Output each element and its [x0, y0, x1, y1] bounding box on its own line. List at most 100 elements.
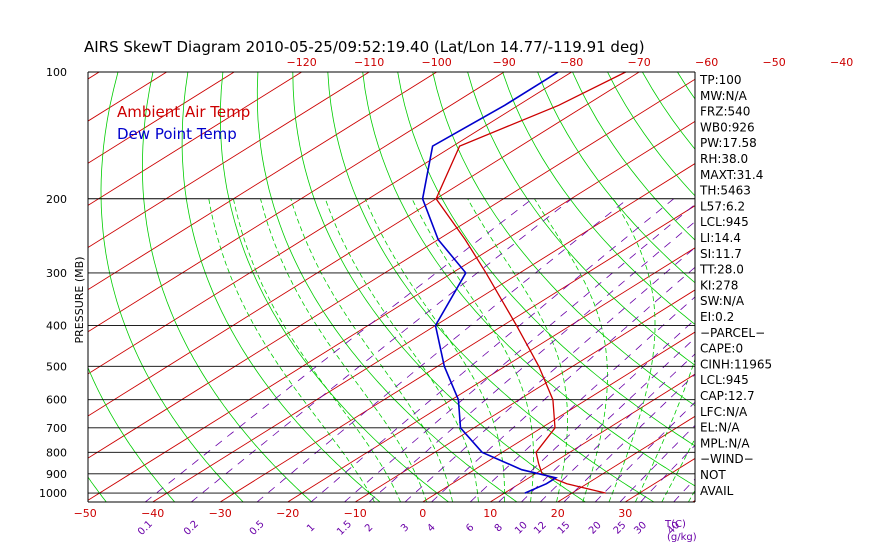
moist-adiabat-line	[208, 198, 375, 502]
stability-index: EI:0.2	[700, 310, 734, 324]
mixing-ratio-unit: (g/kg)	[667, 532, 697, 543]
moist-adiabat-line	[233, 198, 401, 502]
top-temp-tick-label: −40	[830, 56, 853, 69]
dry-adiabat-line	[852, 72, 870, 502]
pressure-tick-label: 200	[46, 193, 67, 206]
stability-index: TT:28.0	[699, 263, 744, 277]
mixing-ratio-line	[594, 401, 695, 502]
dew-point-temp-line	[421, 72, 559, 494]
mixing-ratio-line	[469, 296, 695, 502]
mixing-ratio-label: 20	[587, 520, 604, 537]
isotherm-line	[354, 289, 695, 502]
top-temp-tick-label: −90	[493, 56, 516, 69]
legend-dew-point-temp: Dew Point Temp	[117, 125, 237, 143]
isotherm-line	[88, 78, 695, 459]
stability-index: LCL:945	[700, 373, 749, 387]
isotherm-line	[219, 205, 695, 502]
stability-index: MPL:N/A	[700, 436, 750, 450]
y-axis-label: PRESSURE (MB)	[73, 257, 86, 344]
isotherm-line	[557, 415, 695, 502]
top-temp-tick-label: −60	[695, 56, 718, 69]
isotherm-line	[88, 120, 695, 501]
stability-index: LFC:N/A	[700, 405, 748, 419]
dry-adiabat-line	[537, 72, 695, 284]
stability-index: PW:17.58	[700, 136, 757, 150]
stability-index: L57:6.2	[700, 199, 745, 213]
mixing-ratio-line	[344, 203, 695, 502]
isotherm-line	[88, 72, 302, 206]
isotherm-line	[422, 331, 695, 502]
mixing-ratio-line	[619, 424, 695, 502]
mixing-ratio-line	[256, 198, 629, 502]
stability-index: NOT	[700, 468, 726, 482]
isotherm-line	[489, 373, 695, 502]
bottom-temp-tick-label: 0	[419, 507, 426, 520]
mixing-ratio-line	[640, 444, 695, 502]
mixing-ratio-label: 1.5	[335, 519, 354, 538]
isotherm-line	[88, 72, 640, 417]
mixing-ratio-line	[144, 198, 533, 502]
dry-adiabat-line	[0, 72, 38, 502]
moist-adiabat-line	[467, 198, 568, 502]
plot-frame	[87, 71, 696, 503]
mixing-ratio-label: 1	[305, 522, 317, 534]
mixing-ratio-line	[498, 319, 695, 502]
moist-adiabat-line	[260, 198, 427, 502]
top-temp-tick-label: −110	[354, 56, 384, 69]
mixing-ratio-label: 4	[425, 522, 437, 534]
x-axis-label: T(C)	[664, 519, 686, 530]
dry-adiabat-line	[397, 72, 695, 447]
stability-index: WB0:926	[700, 120, 755, 134]
stability-index: MW:N/A	[700, 89, 748, 103]
bottom-temp-tick-label: 30	[618, 507, 632, 520]
isotherm-lines	[0, 72, 870, 502]
isotherm-line	[88, 72, 505, 333]
isotherm-line	[828, 72, 870, 502]
stability-index: TP:100	[699, 73, 742, 87]
mixing-ratio-label: 25	[612, 520, 629, 537]
moist-adiabat-line	[324, 198, 479, 502]
isotherm-line	[88, 72, 437, 291]
dry-adiabat-line	[467, 72, 695, 366]
stability-index: LI:14.4	[700, 231, 741, 245]
stability-index: CAPE:0	[700, 342, 743, 356]
stability-index: MAXT:31.4	[700, 168, 763, 182]
mixing-ratio-line	[431, 266, 695, 502]
mixing-ratio-label: 30	[632, 520, 649, 537]
bottom-temp-tick-label: −20	[276, 507, 299, 520]
dry-adiabat-lines	[0, 72, 870, 502]
isotherm-line	[760, 72, 870, 502]
stability-index: AVAIL	[700, 484, 734, 498]
dry-adiabat-line	[327, 72, 655, 502]
isotherm-line	[0, 72, 32, 502]
dry-adiabat-line	[502, 72, 695, 325]
pressure-tick-label: 100	[46, 66, 67, 79]
dry-adiabat-line	[747, 72, 870, 502]
dry-adiabat-line	[782, 72, 870, 502]
mixing-ratio-line	[404, 247, 695, 502]
dry-adiabat-line	[141, 72, 312, 502]
mixing-ratio-label: 2	[363, 522, 375, 534]
mixing-ratio-label: 6	[464, 522, 476, 534]
mixing-ratio-line	[521, 337, 695, 502]
bottom-temp-tick-label: −10	[344, 507, 367, 520]
mixing-ratio-lines	[144, 198, 695, 502]
dry-adiabat-line	[100, 72, 244, 502]
isotherm-line	[152, 163, 695, 502]
pressure-tick-label: 700	[46, 422, 67, 435]
pressure-tick-label: 900	[46, 468, 67, 481]
top-temp-tick-label: −100	[422, 56, 452, 69]
pressure-tick-label: 1000	[39, 487, 67, 500]
top-temp-tick-label: −70	[628, 56, 651, 69]
bottom-temp-tick-label: −50	[74, 507, 97, 520]
mixing-ratio-line	[563, 373, 695, 502]
top-temp-tick-label: −50	[763, 56, 786, 69]
mixing-ratio-line	[539, 353, 695, 502]
stability-index: KI:278	[700, 278, 738, 292]
isotherm-line	[287, 247, 695, 502]
dry-adiabat-line	[432, 72, 695, 407]
mixing-ratio-label: 0.5	[248, 519, 267, 538]
ambient-air-temp-line	[435, 72, 626, 494]
bottom-temp-tick-label: 20	[551, 507, 565, 520]
